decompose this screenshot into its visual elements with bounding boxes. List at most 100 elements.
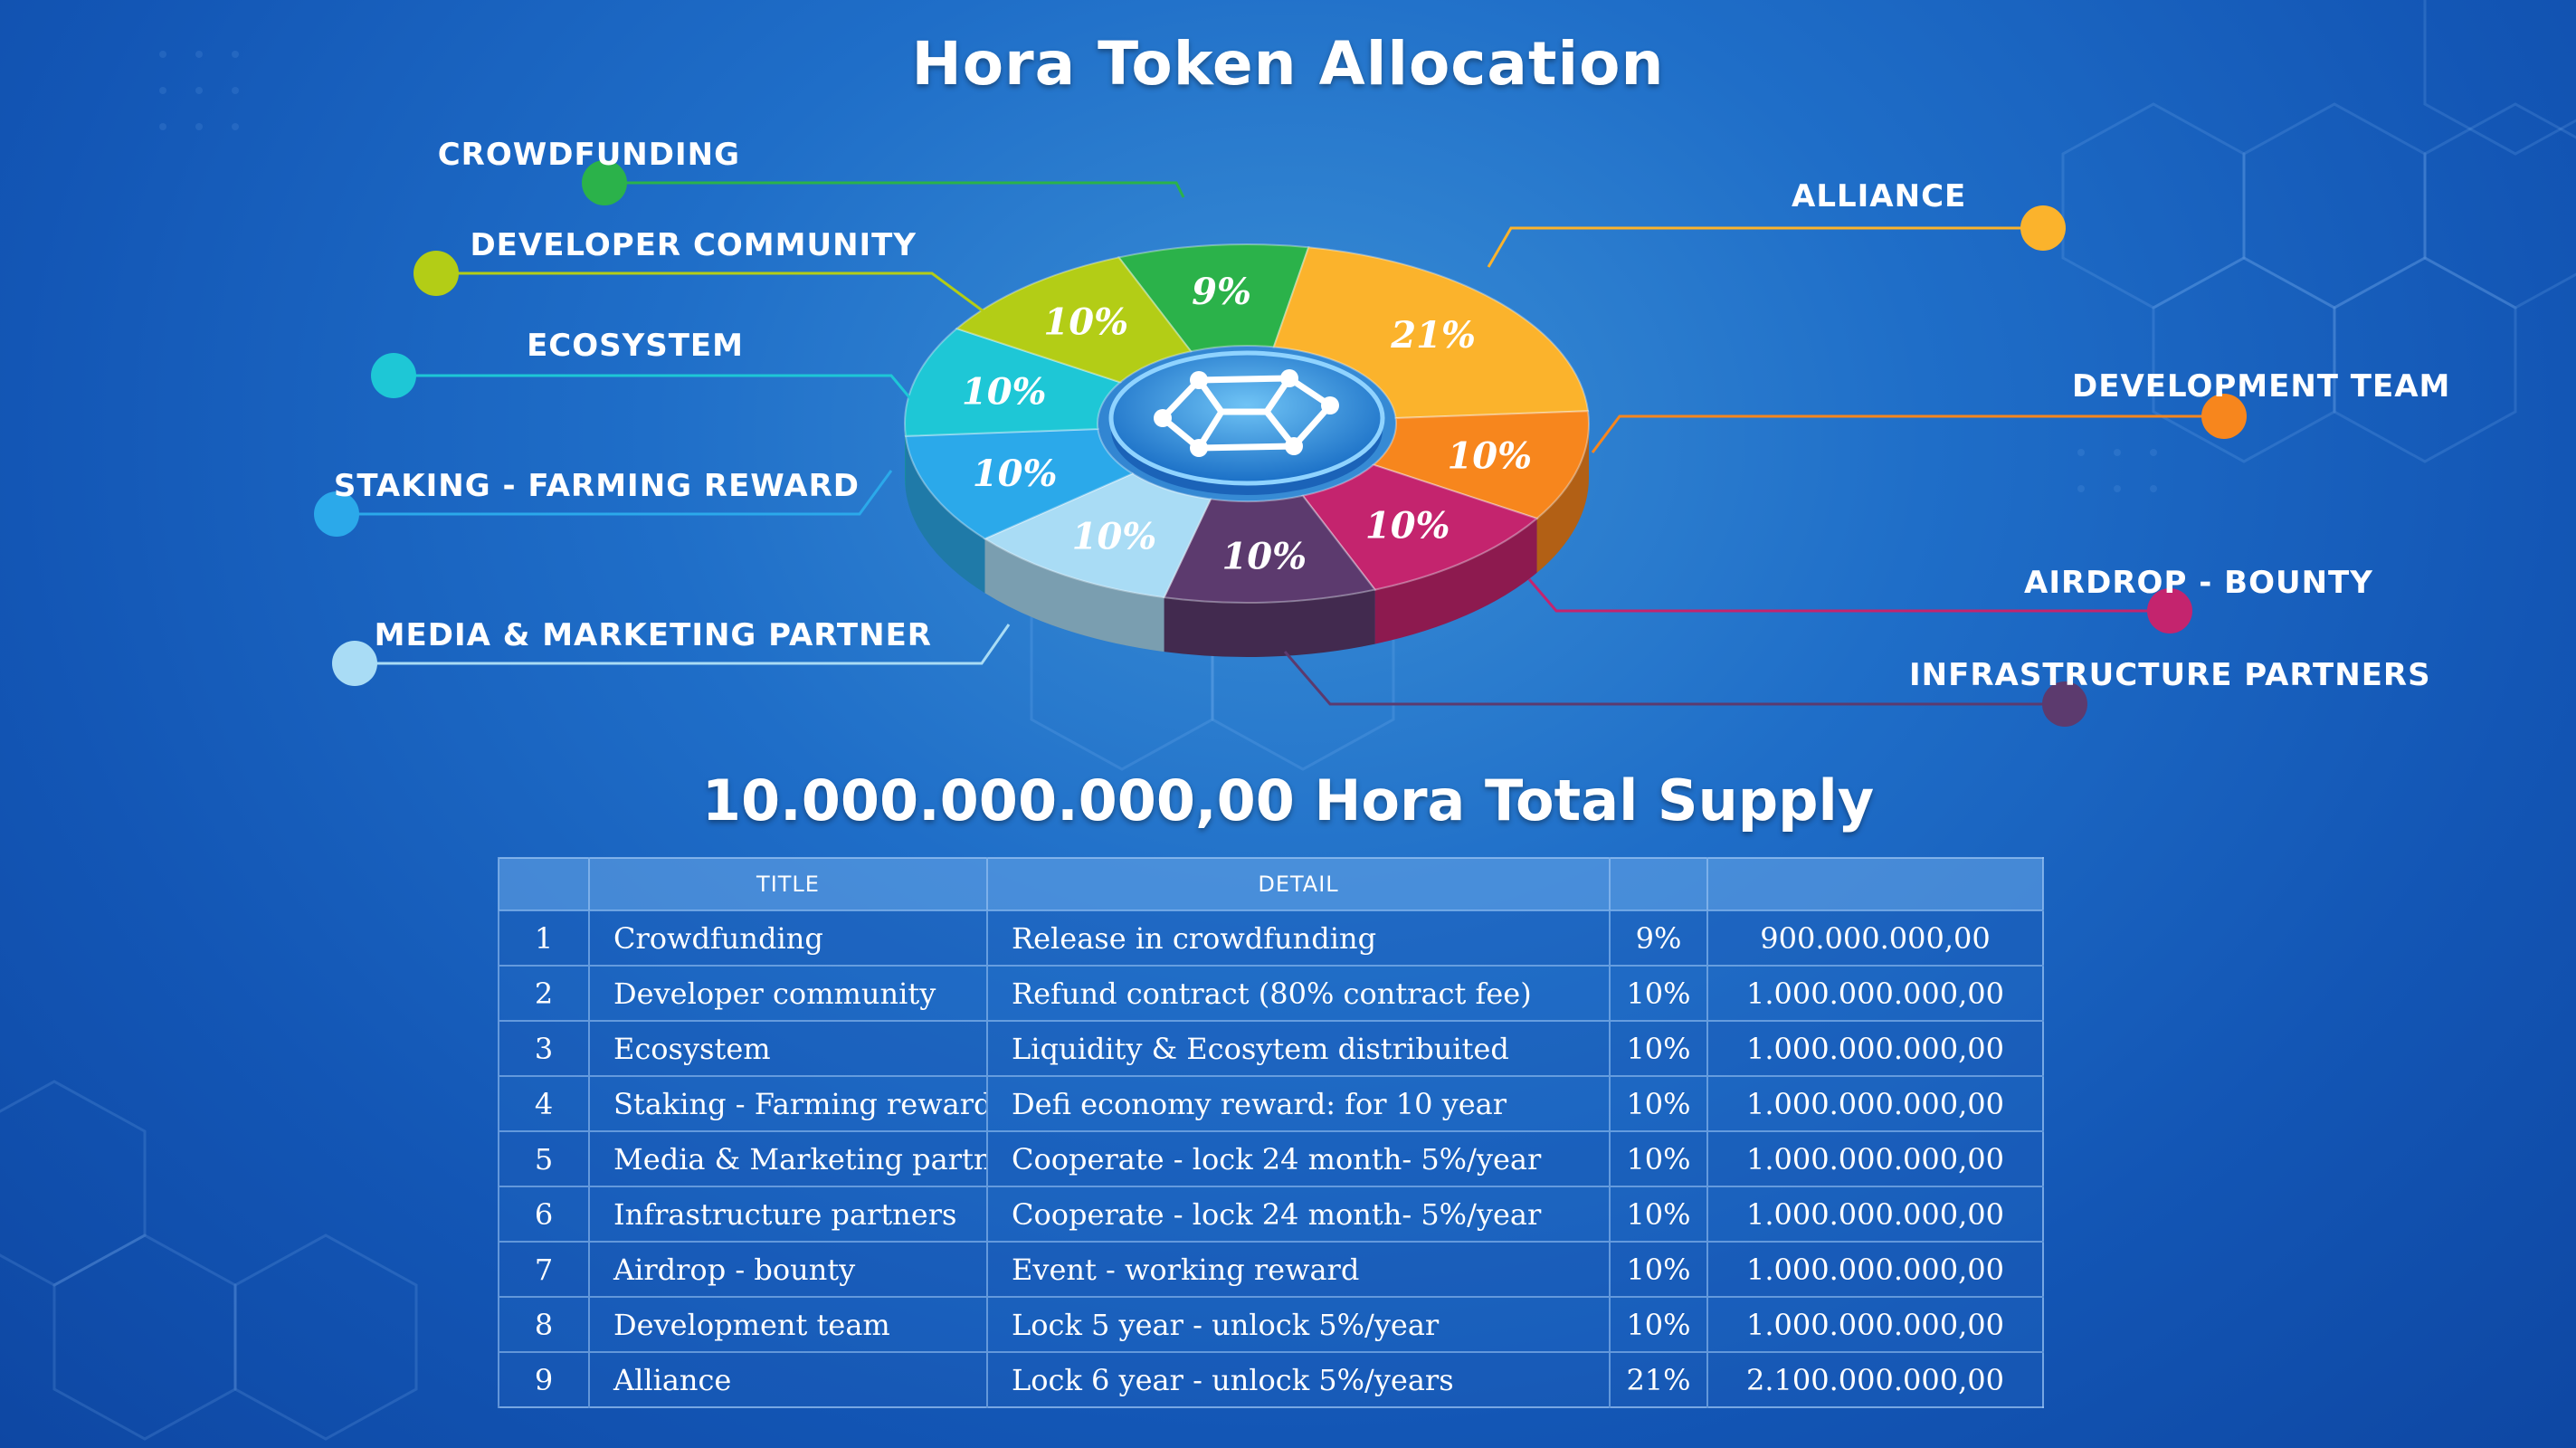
- center-hub: [1108, 350, 1385, 495]
- callout-line: [604, 181, 1185, 198]
- allocation-pie-chart: 9% 21% 10% 10% 10% 10% 10% 10% 10% CROWDFUNDING A…: [314, 137, 2450, 727]
- callout-line: [436, 272, 992, 319]
- slice-value-label: 10%: [1447, 435, 1532, 478]
- cell-detail: Refund contract (80% contract fee): [986, 965, 1610, 1021]
- pie-slice-alliance: [1272, 246, 1590, 420]
- table-row: 6 Infrastructure partners Cooperate - lock…: [498, 1186, 2043, 1242]
- cell-number: 8: [498, 1296, 589, 1352]
- cell-detail: Event - working reward: [986, 1241, 1610, 1297]
- table-row: 1 Crowdfunding Release in crowdfunding 9% 90…: [498, 910, 2043, 966]
- cell-amount: 1.000.000.000,00: [1706, 1296, 2043, 1352]
- cell-detail: Release in crowdfunding: [986, 910, 1610, 966]
- cell-title: Staking - Farming reward: [588, 1075, 987, 1131]
- cell-amount: 1.000.000.000,00: [1706, 1130, 2043, 1186]
- pie-slice-airdrop-bounty: [1301, 463, 1539, 591]
- cell-amount: 900.000.000,00: [1706, 910, 2043, 966]
- cell-detail: Liquidity & Ecosytem distribuited: [986, 1020, 1610, 1076]
- allocation-table: TITLE DETAIL 1 Crowdfunding Release in cro…: [498, 857, 2044, 1408]
- total-supply-heading: 10.000.000.000,00 Hora Total Supply: [701, 767, 1875, 834]
- cell-percent: 10%: [1609, 1296, 1707, 1352]
- cell-number: 9: [498, 1351, 589, 1407]
- page-title: Hora Token Allocation: [911, 29, 1665, 99]
- cell-percent: 21%: [1609, 1351, 1707, 1407]
- cell-title: Media & Marketing partner: [588, 1130, 987, 1186]
- cell-percent: 10%: [1609, 1075, 1707, 1131]
- legend-dot: [2020, 205, 2066, 251]
- slice-value-label: 10%: [1072, 516, 1157, 558]
- legend-label: INFRASTRUCTURE PARTNERS: [1909, 657, 2431, 693]
- legend-dot: [582, 160, 627, 205]
- cell-number: 6: [498, 1186, 589, 1242]
- cell-percent: 9%: [1609, 910, 1707, 966]
- cell-title: Infrastructure partners: [588, 1186, 987, 1242]
- slice-side-2: [1536, 424, 1590, 573]
- slice-side-3: [1374, 518, 1537, 644]
- legend-label: DEVELOPER COMMUNITY: [470, 227, 917, 263]
- legend-dot: [2147, 588, 2192, 634]
- cell-number: 2: [498, 965, 589, 1021]
- callout-line: [394, 374, 916, 404]
- slice-side-7: [905, 424, 906, 491]
- legend-dot: [371, 353, 416, 398]
- pie-slice-developer-community: [955, 256, 1193, 384]
- legend-label: STAKING - FARMING REWARD: [334, 468, 860, 504]
- table-header-row: TITLE DETAIL: [498, 858, 2043, 910]
- callout-line: [1487, 226, 2043, 268]
- header-detail: DETAIL: [986, 858, 1610, 910]
- cell-detail: Cooperate - lock 24 month- 5%/year: [986, 1130, 1610, 1186]
- header-amount: [1706, 858, 2043, 910]
- slice-value-label: 10%: [962, 370, 1047, 413]
- table-row: 5 Media & Marketing partner Cooperate - lo…: [498, 1130, 2043, 1186]
- slice-side-5: [984, 538, 1164, 653]
- cell-amount: 1.000.000.000,00: [1706, 965, 2043, 1021]
- table-row: 9 Alliance Lock 6 year - unlock 5%/years 21…: [498, 1351, 2043, 1407]
- cell-percent: 10%: [1609, 1130, 1707, 1186]
- callout-line: [337, 470, 893, 516]
- table-row: 8 Development team Lock 5 year - unlock 5%…: [498, 1296, 2043, 1352]
- pie-slice-crowdfunding: [1117, 243, 1310, 353]
- header-title: TITLE: [588, 858, 987, 910]
- cell-title: Crowdfunding: [588, 910, 987, 966]
- cell-title: Development team: [588, 1296, 987, 1352]
- cell-number: 5: [498, 1130, 589, 1186]
- cell-amount: 2.100.000.000,00: [1706, 1351, 2043, 1407]
- table-row: 2 Developer community Refund contract (80%…: [498, 965, 2043, 1021]
- pie-slice-media-marketing-partner: [983, 472, 1212, 599]
- slice-side-6: [905, 435, 985, 594]
- legend-dot: [2042, 681, 2087, 727]
- legend-dot: [314, 491, 359, 537]
- cell-percent: 10%: [1609, 1020, 1707, 1076]
- table-row: 7 Airdrop - bounty Event - working reward 1…: [498, 1241, 2043, 1297]
- cell-title: Developer community: [588, 965, 987, 1021]
- slice-value-label: 9%: [1192, 271, 1251, 313]
- header-no: [498, 858, 589, 910]
- legend-label: ALLIANCE: [1792, 178, 1966, 214]
- cell-percent: 10%: [1609, 1241, 1707, 1297]
- legend-label: CROWDFUNDING: [438, 137, 740, 173]
- pie-slice-development-team: [1371, 410, 1590, 520]
- callout-line: [1591, 414, 2224, 453]
- table-row: 4 Staking - Farming reward Defi economy re…: [498, 1075, 2043, 1131]
- cell-number: 7: [498, 1241, 589, 1297]
- slice-value-label: 10%: [1221, 536, 1307, 578]
- callout-line: [1283, 651, 2065, 706]
- cell-percent: 10%: [1609, 1186, 1707, 1242]
- legend-label: AIRDROP - BOUNTY: [2024, 565, 2373, 601]
- cell-number: 3: [498, 1020, 589, 1076]
- cell-title: Airdrop - bounty: [588, 1241, 987, 1297]
- legend-dot: [413, 251, 459, 296]
- legend-label: DEVELOPMENT TEAM: [2072, 368, 2450, 405]
- pie-slice-ecosystem: [904, 327, 1123, 437]
- cell-detail: Lock 5 year - unlock 5%/year: [986, 1296, 1610, 1352]
- cell-detail: Lock 6 year - unlock 5%/years: [986, 1351, 1610, 1407]
- legend-label: ECOSYSTEM: [527, 328, 744, 364]
- legend-dot: [2201, 394, 2247, 439]
- slice-value-label: 10%: [973, 452, 1058, 495]
- callout-line: [355, 624, 1011, 665]
- cell-title: Ecosystem: [588, 1020, 987, 1076]
- pie-slice-staking-farming-reward: [904, 427, 1135, 540]
- cell-amount: 1.000.000.000,00: [1706, 1241, 2043, 1297]
- cell-detail: Cooperate - lock 24 month- 5%/year: [986, 1186, 1610, 1242]
- cell-detail: Defi economy reward: for 10 year: [986, 1075, 1610, 1131]
